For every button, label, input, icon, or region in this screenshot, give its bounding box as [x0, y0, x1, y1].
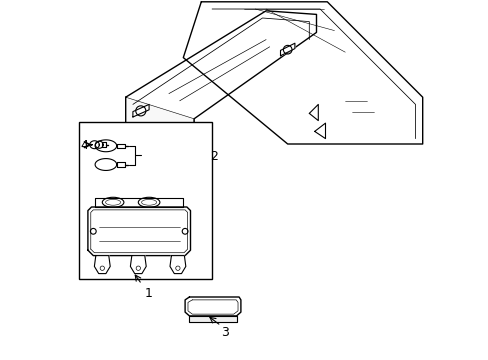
Polygon shape [125, 11, 316, 137]
Polygon shape [280, 43, 294, 56]
Polygon shape [133, 104, 149, 117]
Polygon shape [88, 207, 190, 256]
Polygon shape [94, 256, 110, 274]
Polygon shape [130, 256, 146, 274]
Bar [79, 122, 212, 279]
Polygon shape [183, 2, 422, 144]
Polygon shape [90, 141, 99, 149]
Polygon shape [95, 141, 103, 148]
Text: 4: 4 [80, 139, 88, 152]
Polygon shape [95, 140, 117, 152]
Polygon shape [95, 159, 117, 170]
Polygon shape [314, 123, 325, 139]
Polygon shape [102, 142, 105, 147]
Polygon shape [170, 256, 185, 274]
Text: 2: 2 [209, 150, 217, 163]
Text: 3: 3 [220, 327, 228, 339]
Polygon shape [185, 297, 241, 316]
Polygon shape [117, 162, 124, 167]
Polygon shape [309, 104, 318, 121]
Polygon shape [189, 316, 236, 322]
Polygon shape [95, 198, 183, 207]
Polygon shape [117, 144, 124, 148]
Text: 1: 1 [145, 287, 153, 300]
Polygon shape [125, 97, 194, 137]
